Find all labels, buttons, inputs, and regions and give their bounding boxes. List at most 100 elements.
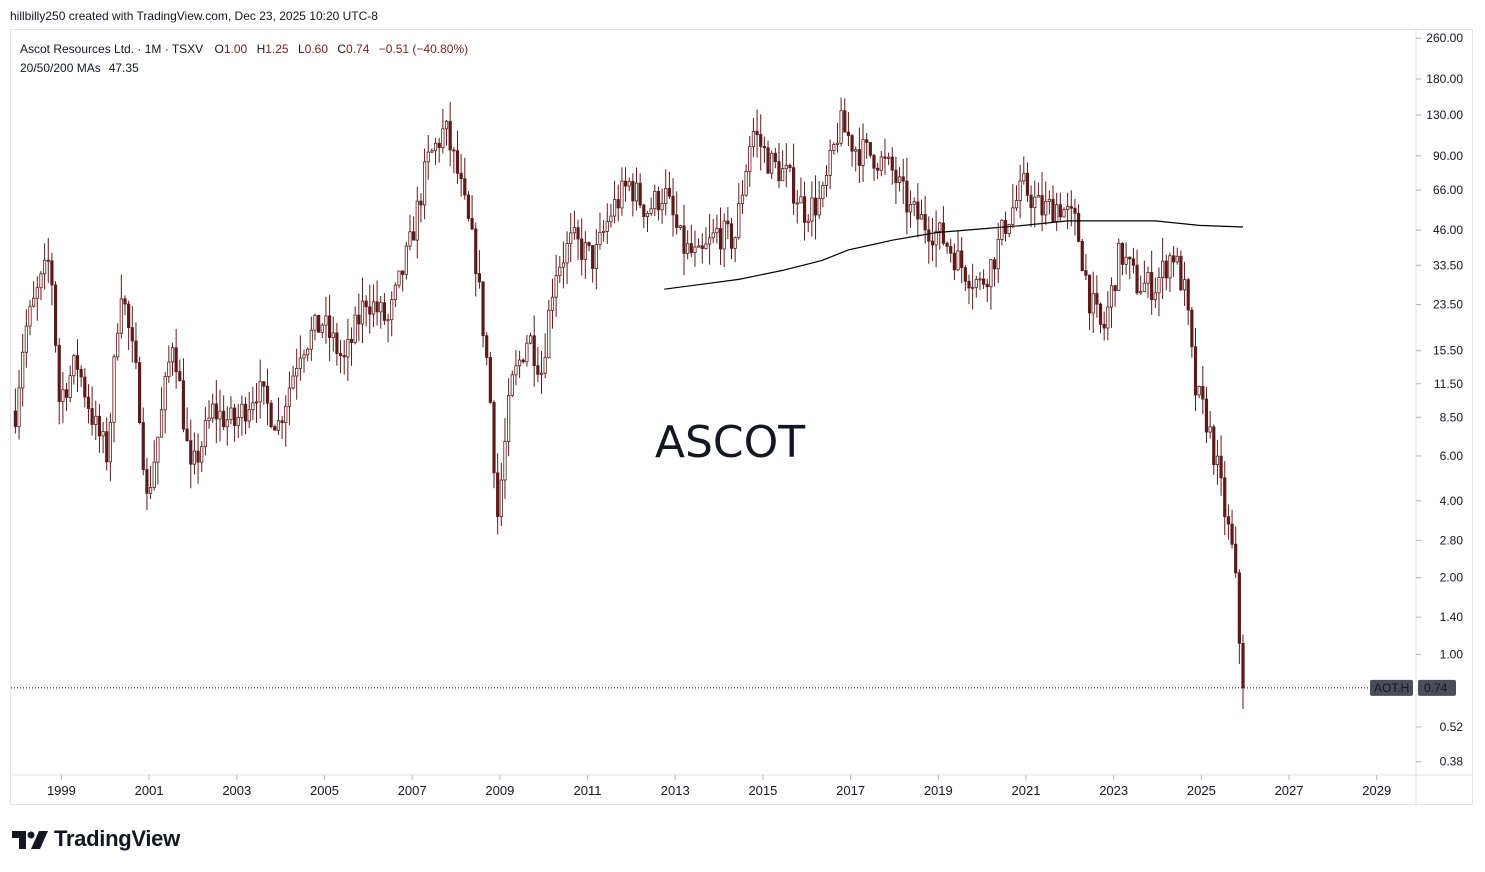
candle [806,214,810,233]
candle [693,230,697,267]
y-tick-label: 1.00 [1440,647,1464,661]
candle [119,274,123,339]
candle [649,197,653,216]
symbol-title[interactable]: Ascot Resources Ltd. · 1M · TSXV [20,42,204,56]
candle [1047,190,1051,215]
candle [222,395,226,431]
candle [79,365,83,387]
candle [656,186,661,221]
candle [138,356,142,425]
candle [32,281,36,308]
candle [331,316,335,352]
candle [949,238,953,263]
candle [408,214,412,251]
candle [521,358,525,364]
candle [214,379,218,444]
chart-credit: hillbilly250 created with TradingView.co… [10,9,378,23]
candle [112,354,116,443]
candle [1106,291,1110,341]
candle [108,412,112,482]
candle [1241,634,1245,710]
y-tick-label: 46.00 [1433,223,1463,237]
time-axis[interactable]: 1999 2001 2003 2005 2007 2009 2011 2013 2015 2017… [47,775,1391,798]
x-tick-label: 2023 [1099,783,1128,798]
candle [792,143,796,215]
candle [360,277,365,344]
candle [1044,181,1048,225]
candle [1179,250,1183,292]
candle [576,219,580,261]
candle [956,230,960,272]
candle [536,346,540,383]
candle [664,169,668,216]
candle [755,109,759,158]
candle [320,322,324,339]
candle [167,345,171,384]
candle [470,195,474,231]
candle [740,180,745,214]
x-tick-label: 2003 [222,783,251,798]
candle [134,322,138,370]
candle [390,291,394,337]
candle [371,284,376,328]
candle [795,190,799,224]
candle [1018,164,1022,219]
candle [645,211,650,233]
tradingview-logo[interactable]: TradingView [12,826,180,852]
candle [667,171,671,200]
y-tick-label: 33.50 [1433,258,1463,272]
candle [452,147,456,174]
candle [642,203,646,229]
candle [1142,260,1146,293]
y-tick-label: 2.80 [1440,533,1464,547]
candle [1120,242,1125,276]
candle [170,342,175,376]
candle [561,241,566,289]
candle [419,193,423,223]
candle [759,114,763,171]
candle [897,166,902,192]
low-label: L [297,42,305,56]
x-tick-label: 2001 [135,783,164,798]
candle [788,163,792,173]
candle [342,340,346,375]
candle [952,243,956,281]
symbol-row: Ascot Resources Ltd. · 1M · TSXV O1.00 H… [20,40,474,59]
ma-value: 47.35 [108,61,139,75]
candle [550,278,555,329]
candle [638,173,642,209]
candle [280,415,284,440]
candle [905,157,909,235]
candle [24,309,28,368]
candle [1161,237,1165,299]
candle [941,205,946,246]
chart-frame [10,29,1473,805]
candle [258,359,262,419]
candle [1182,261,1187,306]
candle [349,327,354,366]
candle [75,339,80,392]
candle [569,213,573,263]
candle [375,280,379,326]
close-value: 0.74 [346,42,370,56]
candle [163,372,167,434]
candle [821,181,825,208]
candle [21,333,25,407]
candle [1193,327,1198,412]
candle [437,137,441,163]
candle [240,395,244,436]
candle [441,108,445,154]
price-axis[interactable]: 260.00 180.00 130.00 90.00 66.00 46.00 33.50 23… [1416,31,1464,769]
candle [262,381,266,405]
price-tag-label: 0.74 [1424,681,1448,695]
candle [346,318,350,381]
candle [700,233,704,264]
candle [565,231,569,285]
candle [196,433,200,484]
ma-label[interactable]: 20/50/200 MAs [20,61,101,75]
candle [861,123,865,183]
candle [382,292,387,325]
candle [269,399,273,429]
candle [810,181,814,237]
